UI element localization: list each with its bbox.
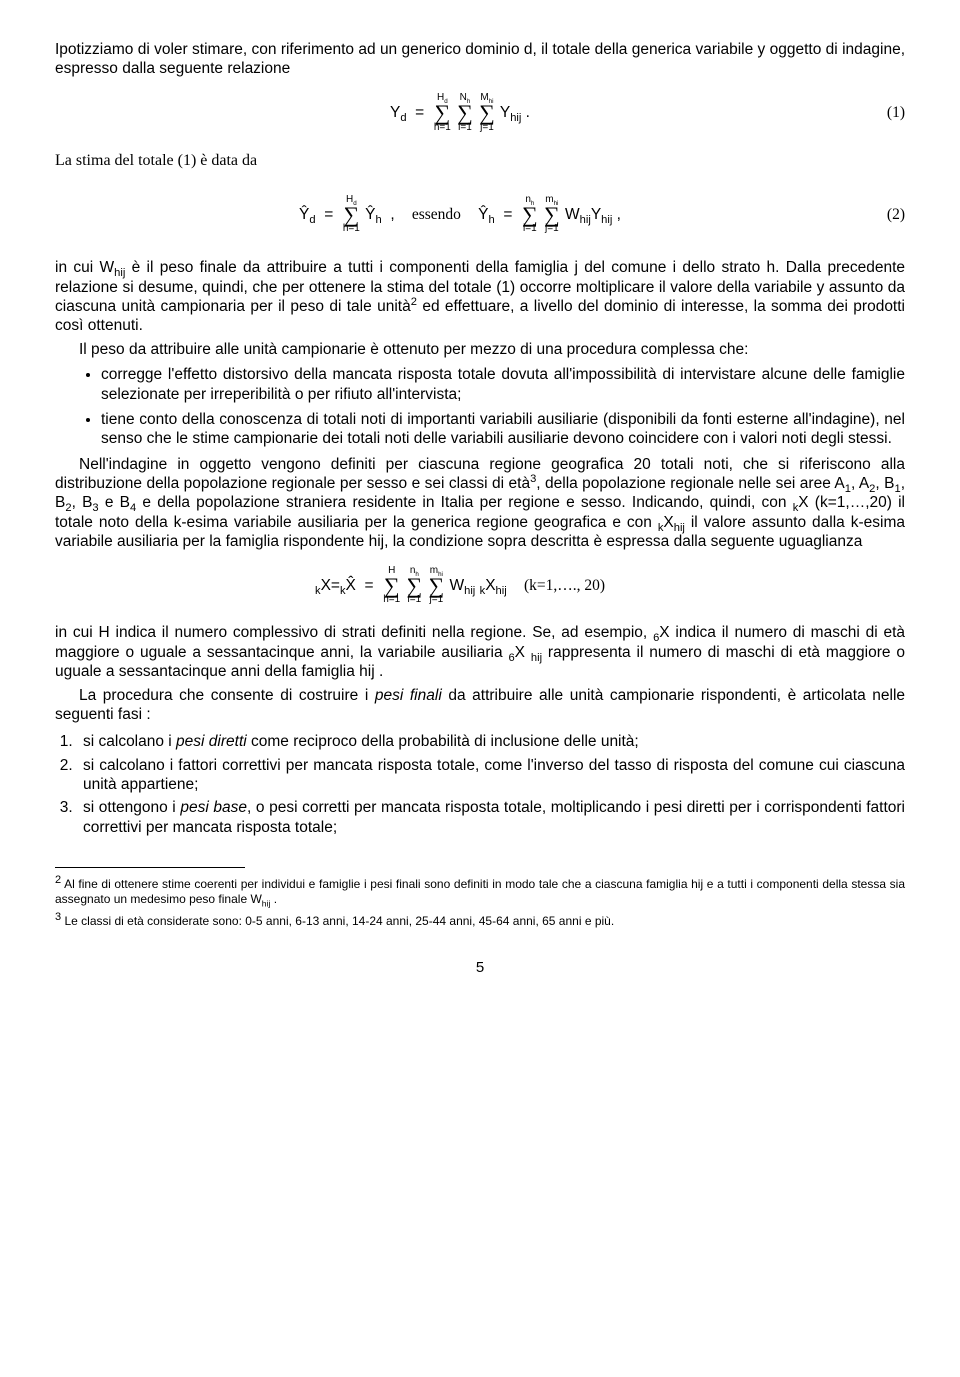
- para-whij: in cui Whij è il peso finale da attribui…: [55, 258, 905, 336]
- footnote-3: 3 Le classi di età considerate sono: 0-5…: [55, 911, 905, 929]
- bullet-1: corregge l'effetto distorsivo della manc…: [101, 365, 905, 404]
- step-1: si calcolano i pesi diretti come recipro…: [77, 732, 905, 751]
- footnote-2: 2 Al fine di ottenere stime coerenti per…: [55, 874, 905, 907]
- step-2: si calcolano i fattori correttivi per ma…: [77, 756, 905, 795]
- equation-2: Ŷd = Hd∑h=1 Ŷh , essendo Ŷh = nh∑i=1 mhi…: [55, 195, 905, 235]
- para-procedura: La procedura che consente di costruire i…: [55, 686, 905, 725]
- para-h: in cui H indica il numero complessivo di…: [55, 623, 905, 681]
- eq1-number: (1): [865, 103, 905, 122]
- page-number: 5: [55, 959, 905, 978]
- equation-1: Yd = Hd∑h=1 Nh∑i=1 Mhi∑j=1 Yhij . (1): [55, 93, 905, 133]
- para-stima: La stima del totale (1) è data da: [55, 151, 905, 171]
- equation-3: kX=kX̂ = H∑h=1 nh∑i=1 mhi∑j=1 Whij kXhij…: [55, 566, 905, 606]
- eq2-number: (2): [865, 205, 905, 224]
- bullet-list: corregge l'effetto distorsivo della manc…: [55, 365, 905, 449]
- footnote-rule: [55, 867, 245, 868]
- para-peso: Il peso da attribuire alle unità campion…: [55, 340, 905, 359]
- bullet-2: tiene conto della conoscenza di totali n…: [101, 410, 905, 449]
- para-indagine: Nell'indagine in oggetto vengono definit…: [55, 455, 905, 552]
- para-intro: Ipotizziamo di voler stimare, con riferi…: [55, 40, 905, 79]
- step-3: si ottengono i pesi base, o pesi corrett…: [77, 798, 905, 837]
- steps-list: si calcolano i pesi diretti come recipro…: [55, 732, 905, 837]
